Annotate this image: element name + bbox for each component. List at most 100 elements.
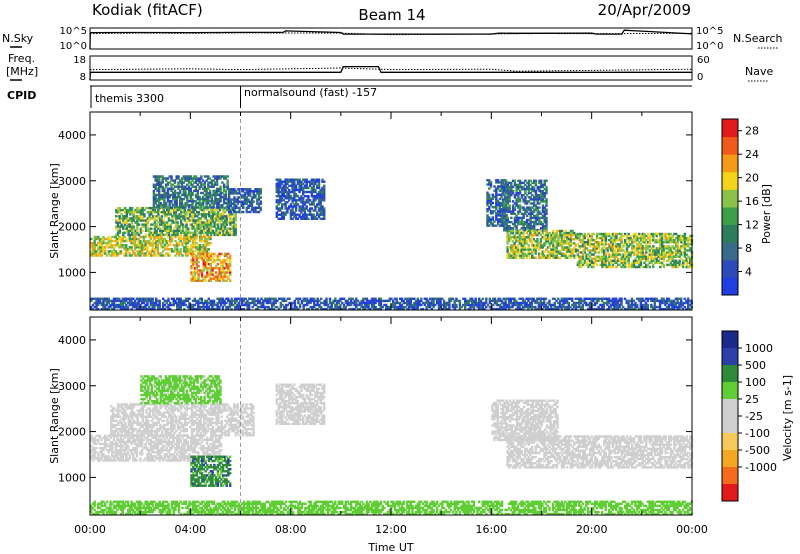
heatmap-cell xyxy=(293,299,297,303)
heatmap-cell xyxy=(166,229,169,232)
heatmap-cell xyxy=(135,307,139,311)
freq-label-1: Freq. xyxy=(8,52,35,65)
heatmap-cell xyxy=(523,240,527,243)
heatmap-cell xyxy=(182,177,185,180)
heatmap-cell xyxy=(536,229,539,232)
heatmap-cell xyxy=(174,244,177,247)
heatmap-cell xyxy=(194,229,197,232)
heatmap-cell xyxy=(114,303,117,307)
heatmap-cell xyxy=(204,248,207,251)
heatmap-cell xyxy=(657,251,660,254)
heatmap-cell xyxy=(583,249,586,252)
heatmap-cell xyxy=(183,219,186,222)
heatmap-cell xyxy=(650,257,653,260)
heatmap-cell xyxy=(174,246,177,249)
heatmap-cell xyxy=(515,202,518,205)
heatmap-cell xyxy=(342,305,346,309)
heatmap-cell xyxy=(140,248,144,251)
heatmap-cell xyxy=(166,211,169,214)
heatmap-cell xyxy=(527,200,531,203)
heatmap-cell xyxy=(298,186,301,190)
heatmap-cell xyxy=(515,192,518,195)
heatmap-cell xyxy=(139,215,143,218)
heatmap-cell xyxy=(219,197,222,201)
heatmap-cell xyxy=(411,303,414,307)
heatmap-cell xyxy=(204,213,207,216)
heatmap-cell xyxy=(655,249,658,252)
heatmap-cell xyxy=(214,265,218,268)
heatmap-cell xyxy=(400,307,404,311)
heatmap-cell xyxy=(227,231,230,234)
heatmap-cell xyxy=(229,231,232,234)
heatmap-cell xyxy=(123,307,126,311)
heatmap-cell xyxy=(231,221,234,224)
heatmap-cell xyxy=(235,303,239,307)
heatmap-cell xyxy=(683,247,687,250)
heatmap-cell xyxy=(493,220,496,223)
heatmap-cell xyxy=(667,255,671,258)
heatmap-cell xyxy=(136,217,139,220)
heatmap-cell xyxy=(639,243,643,246)
heatmap-cell xyxy=(330,301,333,305)
heatmap-cell xyxy=(524,227,527,230)
heatmap-cell xyxy=(291,197,294,200)
heatmap-cell xyxy=(175,197,178,201)
heatmap-cell xyxy=(323,190,326,194)
heatmap-cell xyxy=(488,199,491,203)
heatmap-cell xyxy=(235,206,238,209)
heatmap-cell xyxy=(209,235,212,239)
heatmap-cell xyxy=(202,225,206,228)
heatmap-cell xyxy=(216,223,220,226)
heatmap-cell xyxy=(232,233,236,237)
heatmap-cell xyxy=(595,234,599,238)
heatmap-cell xyxy=(160,246,163,249)
heatmap-cell xyxy=(298,303,302,307)
heatmap-cell xyxy=(192,258,195,262)
heatmap-cell xyxy=(205,301,209,305)
heatmap-cell xyxy=(613,249,616,252)
heatmap-cell xyxy=(527,206,531,209)
heatmap-cell xyxy=(91,303,95,307)
heatmap-cell xyxy=(283,297,286,300)
heatmap-cell xyxy=(90,237,93,241)
heatmap-cell xyxy=(569,256,572,259)
heatmap-cell xyxy=(192,213,195,216)
heatmap-cell xyxy=(162,246,165,249)
heatmap-cell xyxy=(184,189,187,193)
heatmap-cell xyxy=(522,212,525,215)
heatmap-cell xyxy=(272,303,275,307)
heatmap-cell xyxy=(208,219,211,222)
heatmap-cell xyxy=(188,250,191,253)
heatmap-cell xyxy=(545,192,548,195)
heatmap-cell xyxy=(306,297,309,300)
heatmap-cell xyxy=(206,254,209,258)
heatmap-cell xyxy=(650,255,653,258)
heatmap-cell xyxy=(400,303,404,307)
heatmap-cell xyxy=(137,217,141,220)
heatmap-cell xyxy=(171,221,174,224)
heatmap-cell xyxy=(225,267,228,270)
heatmap-cell xyxy=(182,193,185,197)
heatmap-cell xyxy=(137,215,141,218)
heatmap-cell xyxy=(562,231,565,235)
heatmap-cell xyxy=(683,259,687,262)
heatmap-cell xyxy=(118,231,121,234)
heatmap-cell xyxy=(501,218,504,222)
heatmap-cell xyxy=(503,229,506,232)
heatmap-cell xyxy=(620,265,623,269)
heatmap-cell xyxy=(428,297,432,300)
heatmap-cell xyxy=(248,297,251,300)
heatmap-cell xyxy=(192,225,195,228)
heatmap-cell xyxy=(260,305,263,309)
heatmap-cell xyxy=(183,299,186,303)
heatmap-cell xyxy=(543,233,546,237)
heatmap-cell xyxy=(177,206,180,209)
heatmap-cell xyxy=(520,216,524,220)
heatmap-cell xyxy=(214,277,218,280)
heatmap-cell xyxy=(525,231,529,235)
heatmap-cell xyxy=(632,261,636,264)
heatmap-cell xyxy=(201,221,204,224)
heatmap-cell xyxy=(395,301,398,305)
heatmap-cell xyxy=(404,297,407,300)
heatmap-cell xyxy=(222,231,225,234)
